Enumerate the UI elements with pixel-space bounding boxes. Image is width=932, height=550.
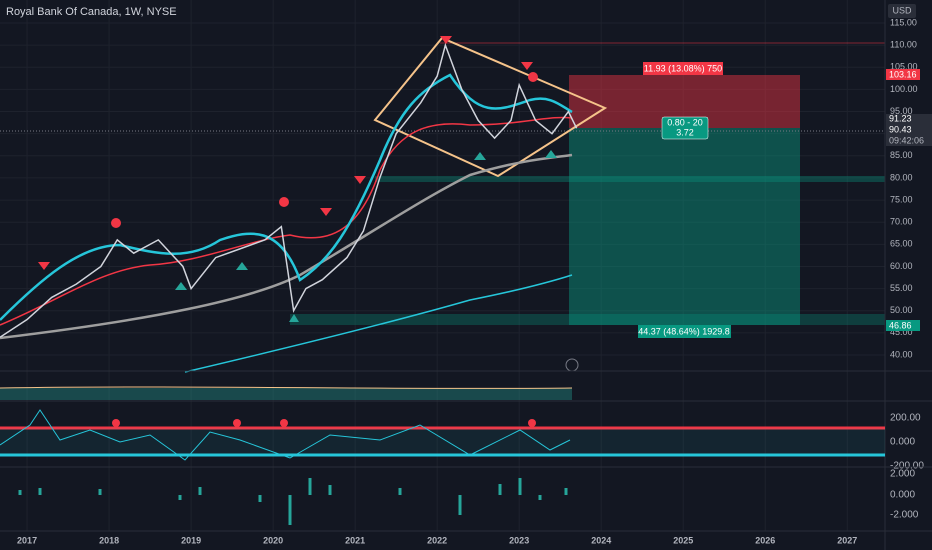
y-tick-label: 55.00 xyxy=(890,283,913,293)
volume-bars xyxy=(0,388,572,400)
sell-marker xyxy=(279,197,289,207)
y-tick-label: 65.00 xyxy=(890,239,913,249)
countdown: 09:42:06 xyxy=(889,135,924,145)
price-axis xyxy=(885,0,932,550)
cci-tick-label: 0.000 xyxy=(890,437,915,448)
profit-label: 11.93 (13.08%) 750 xyxy=(644,63,722,73)
y-tick-label: 105.00 xyxy=(890,62,918,72)
stop-tag xyxy=(886,320,920,331)
sell-marker xyxy=(111,218,121,228)
y-tick-label: 115.00 xyxy=(890,17,917,27)
x-axis: 2017 2018 2019 2020 2021 2022 2023 2024 2025 2026… xyxy=(17,535,857,545)
loss-zone xyxy=(569,128,800,325)
sell-marker xyxy=(354,176,366,184)
chart-title: Royal Bank Of Canada, 1W, NYSE xyxy=(6,6,177,18)
y-tick-label: 50.00 xyxy=(890,305,913,315)
ratio-label: 3.72 xyxy=(676,127,694,137)
macd-tick-label: 2.000 xyxy=(890,469,915,480)
long-trend xyxy=(184,274,573,373)
ma-200 xyxy=(0,153,573,340)
sell-marker xyxy=(320,208,332,216)
cci-marker xyxy=(233,419,241,427)
x-tick-label: 2020 xyxy=(263,535,283,545)
x-tick-label: 2021 xyxy=(345,535,365,545)
sell-marker xyxy=(38,262,50,270)
prev-price: 90.43 xyxy=(889,124,912,134)
x-tick-label: 2023 xyxy=(509,535,529,545)
target-tag xyxy=(886,69,920,80)
x-tick-label: 2017 xyxy=(17,535,37,545)
price-plot xyxy=(0,42,578,338)
support-zone xyxy=(290,314,885,325)
loss-label: 44.37 (48.64%) 1929.8 xyxy=(638,326,730,336)
buy-marker xyxy=(289,314,299,322)
sell-marker xyxy=(440,36,452,44)
price-line xyxy=(0,42,578,338)
cci-tick-label: -200.00 xyxy=(890,461,924,472)
y-tick-label: 75.00 xyxy=(890,194,913,204)
sell-marker xyxy=(521,62,533,70)
y-tick-label: 95.00 xyxy=(890,106,913,116)
buy-marker xyxy=(175,282,187,290)
y-tick-label: 110.00 xyxy=(890,40,917,50)
x-tick-label: 2018 xyxy=(99,535,119,545)
cci-line xyxy=(0,409,571,461)
cci-tick-label: 200.00 xyxy=(890,413,921,424)
y-tick-label: 40.00 xyxy=(890,349,913,359)
diamond-pattern xyxy=(373,36,608,178)
x-tick-label: 2027 xyxy=(837,535,857,545)
y-tick-label: 100.00 xyxy=(890,84,918,94)
buy-marker xyxy=(545,150,557,158)
stop-label: 46.86 xyxy=(889,320,912,330)
cci-band xyxy=(0,428,885,455)
loss-label-bg xyxy=(638,325,731,338)
y-tick-label: 60.00 xyxy=(890,261,913,271)
cci-marker xyxy=(528,419,536,427)
x-tick-label: 2025 xyxy=(673,535,693,545)
macd-tick-label: -2.000 xyxy=(890,510,919,521)
y-tick-label: 80.00 xyxy=(890,172,913,182)
sell-marker xyxy=(528,72,538,82)
grid xyxy=(0,0,885,531)
cci-marker xyxy=(112,419,120,427)
support-zone xyxy=(375,176,885,182)
currency-bg[interactable] xyxy=(888,4,916,18)
cci-marker xyxy=(280,419,288,427)
volume-ma xyxy=(0,386,573,389)
y-tick-label: 70.00 xyxy=(890,217,913,227)
y-tick-label: 45.00 xyxy=(890,327,913,337)
buy-marker xyxy=(236,262,248,270)
ema xyxy=(0,73,573,321)
currency[interactable]: USD xyxy=(892,5,912,15)
ratio-label: 0.80 - 20 xyxy=(667,117,703,127)
target-label: 103.16 xyxy=(889,69,917,79)
buy-marker xyxy=(474,152,486,160)
x-tick-label: 2024 xyxy=(591,535,611,545)
y-axis: 40.00 45.00 50.00 55.00 60.00 65.00 70.00 75.00… xyxy=(890,17,918,359)
ratio-label-bg xyxy=(661,116,709,140)
last-tag xyxy=(886,114,932,146)
macd-tick-label: 0.000 xyxy=(890,490,915,501)
x-tick-label: 2019 xyxy=(181,535,201,545)
ma-50 xyxy=(0,116,573,326)
profit-label-bg xyxy=(643,62,723,75)
macd-histogram xyxy=(18,478,568,525)
x-tick-label: 2022 xyxy=(427,535,447,545)
y-tick-label: 85.00 xyxy=(890,150,913,160)
x-tick-label: 2026 xyxy=(755,535,775,545)
last-price: 91.23 xyxy=(889,113,912,123)
